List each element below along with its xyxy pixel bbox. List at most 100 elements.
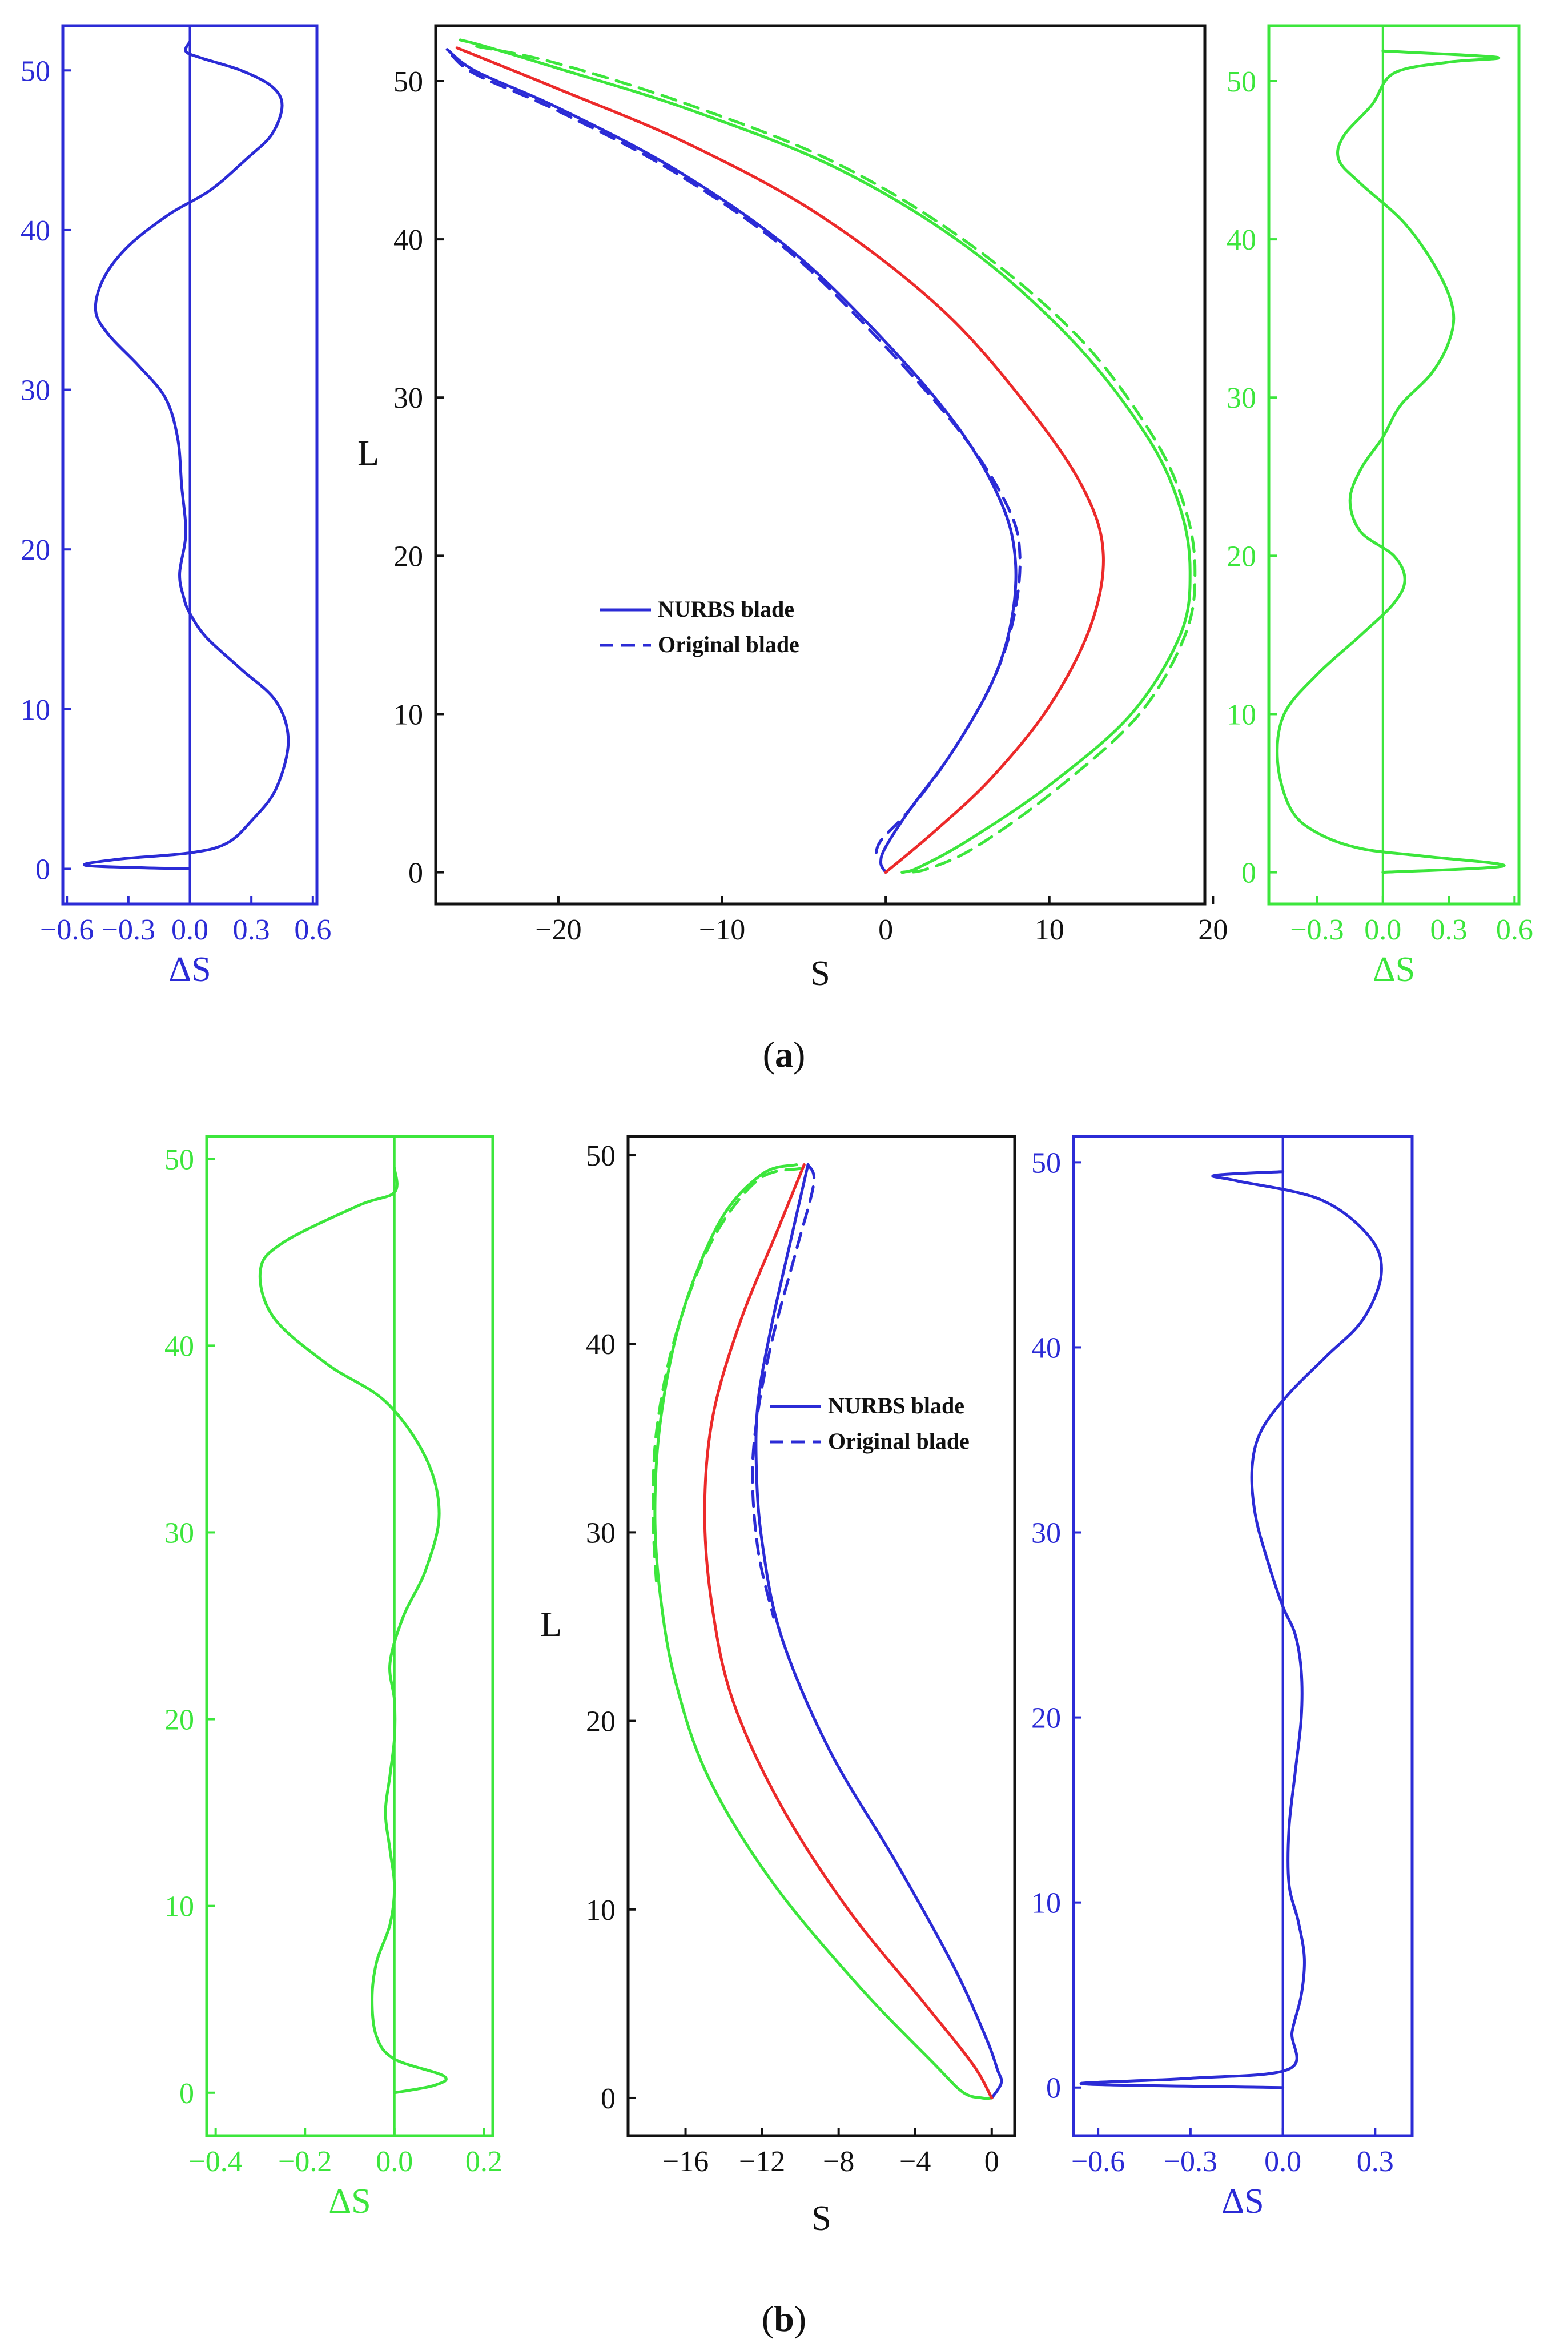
b-main-x-tick-label: −8 <box>823 2145 854 2178</box>
b-left-x-tick-label: 0.0 <box>376 2145 413 2178</box>
a-main-y-tick-label: 10 <box>393 698 423 731</box>
a-main-y-tick-label: 20 <box>393 540 423 573</box>
a-left-y-tick-label: 30 <box>21 375 50 407</box>
a-main-series-camber-line <box>455 46 1105 874</box>
b-right-x-axis-label: ΔS <box>1221 2182 1264 2221</box>
a-main-legend: NURBS blade Original blade <box>600 596 799 657</box>
a-right-x-tick-label: −0.3 <box>1290 914 1344 946</box>
a-left-series-group <box>83 40 290 870</box>
b-left-x-tick-label: 0.2 <box>465 2145 502 2178</box>
b-right-y-tick-label: 20 <box>1031 1702 1061 1735</box>
a-left-y-tick-label: 10 <box>21 694 50 726</box>
b-right-y-tick-label: 50 <box>1031 1147 1061 1179</box>
panel-label-b-close: ) <box>794 2298 806 2339</box>
a-main-x-tick-label: −10 <box>699 914 745 946</box>
panel-label-b: (b) <box>762 2298 806 2339</box>
a-main-series-original-blade-suction-side <box>475 45 1197 874</box>
panel-a-left-chart: −0.6 −0.3 0.0 0.3 0.6 0 10 20 30 40 50 ΔS <box>21 24 331 989</box>
a-main-y-tick-label: 0 <box>408 857 423 890</box>
b-main-series-nurbs-blade-suction-side <box>653 1163 994 2100</box>
b-right-plot-frame <box>1072 1135 1414 2137</box>
b-left-y-tick-label: 10 <box>164 1891 194 1923</box>
a-main-x-tick-label: 20 <box>1198 914 1228 946</box>
a-main-legend-label-original-blade: Original blade <box>658 632 799 657</box>
panel-a-main-chart: −20 −10 0 10 20 0 10 20 30 40 50 S L NURBS blade Origi… <box>357 24 1228 993</box>
b-left-x-axis-label: ΔS <box>328 2182 371 2221</box>
b-main-x-tick-label: −16 <box>662 2145 709 2178</box>
a-left-x-tick-label: 0.6 <box>294 914 331 946</box>
panel-label-b-letter: b <box>774 2298 794 2339</box>
b-right-y-tick-label: 10 <box>1031 1887 1061 1920</box>
a-right-series-group <box>1276 49 1506 874</box>
b-main-y-tick-label: 10 <box>586 1894 616 1927</box>
a-left-series-s <box>83 40 290 870</box>
a-right-y-tick-label: 30 <box>1227 382 1256 415</box>
b-left-series-group <box>258 1167 448 2095</box>
a-right-x-tick-label: 0.6 <box>1496 914 1533 946</box>
panel-a-right-chart: −0.3 0.0 0.3 0.6 0 10 20 30 40 50 ΔS <box>1227 24 1533 989</box>
b-left-y-tick-label: 40 <box>164 1330 194 1363</box>
a-right-x-tick-label: 0.0 <box>1364 914 1401 946</box>
a-left-y-tick-label: 50 <box>21 55 50 87</box>
b-main-y-axis-label: L <box>540 1605 562 1644</box>
a-right-y-tick-label: 40 <box>1227 224 1256 256</box>
a-main-y-tick-label: 50 <box>393 66 423 98</box>
b-main-y-tick-label: 30 <box>586 1517 616 1549</box>
a-main-plot-frame <box>434 24 1207 906</box>
a-right-y-tick-label: 0 <box>1241 857 1256 890</box>
b-left-y-tick-label: 50 <box>164 1143 194 1176</box>
b-main-legend-label-nurbs-blade: NURBS blade <box>828 1393 964 1418</box>
a-main-series-nurbs-blade-suction-side <box>459 38 1192 874</box>
a-main-y-axis-label: L <box>357 434 379 473</box>
b-left-series-s <box>258 1167 448 2095</box>
a-right-y-tick-label: 20 <box>1227 540 1256 573</box>
b-main-x-axis-label: S <box>811 2199 831 2238</box>
b-left-y-tick-label: 20 <box>164 1704 194 1737</box>
panel-b-right-chart: −0.6 −0.3 0.0 0.3 0 10 20 30 40 50 ΔS <box>1031 1135 1414 2221</box>
b-main-series-original-blade-pressure-side <box>751 1163 816 1619</box>
a-right-x-axis-label: ΔS <box>1373 950 1415 989</box>
b-right-series-s <box>1079 1170 1383 2089</box>
b-right-y-tick-label: 0 <box>1046 2072 1061 2105</box>
b-main-x-tick-label: −12 <box>739 2145 785 2178</box>
b-main-legend-label-original-blade: Original blade <box>828 1428 970 1454</box>
a-left-x-tick-label: −0.6 <box>40 914 94 946</box>
a-left-x-tick-label: 0.0 <box>171 914 208 946</box>
panel-b-main-chart: −16 −12 −8 −4 0 0 10 20 30 40 50 S L NURBS blade Origi… <box>540 1135 1016 2238</box>
panel-label-a-open: ( <box>763 1034 775 1075</box>
a-main-x-tick-label: 0 <box>878 914 893 946</box>
a-right-plot-frame <box>1267 24 1521 906</box>
panel-label-a-letter: a <box>775 1034 793 1075</box>
a-right-series-s <box>1276 49 1506 874</box>
b-left-x-tick-label: −0.2 <box>278 2145 332 2178</box>
b-right-x-tick-label: −0.6 <box>1071 2145 1125 2178</box>
a-left-x-axis-label: ΔS <box>168 950 211 989</box>
b-right-y-tick-label: 30 <box>1031 1517 1061 1550</box>
b-right-x-tick-label: 0.0 <box>1264 2145 1301 2178</box>
a-right-x-tick-label: 0.3 <box>1430 914 1468 946</box>
a-main-y-tick-label: 30 <box>393 382 423 415</box>
b-main-y-tick-label: 0 <box>601 2083 616 2115</box>
b-main-series-camber-line <box>703 1163 994 2100</box>
a-main-series-original-blade-pressure-side <box>451 54 1022 858</box>
a-right-y-tick-label: 50 <box>1227 66 1256 98</box>
b-right-y-tick-label: 40 <box>1031 1332 1061 1364</box>
a-left-x-tick-label: 0.3 <box>233 914 270 946</box>
b-left-plot-frame <box>205 1135 494 2137</box>
a-main-x-tick-label: −20 <box>535 914 581 946</box>
panel-label-b-open: ( <box>762 2298 774 2339</box>
a-main-series-group <box>445 38 1197 874</box>
b-main-plot-frame <box>626 1135 1016 2137</box>
b-main-x-tick-label: −4 <box>899 2145 931 2178</box>
b-main-y-tick-label: 40 <box>586 1328 616 1361</box>
a-left-y-tick-label: 20 <box>21 534 50 566</box>
b-left-y-tick-label: 30 <box>164 1517 194 1549</box>
a-left-y-tick-label: 40 <box>21 215 50 247</box>
a-main-series-nurbs-blade-pressure-side <box>445 48 1018 874</box>
b-left-y-tick-label: 0 <box>179 2077 194 2110</box>
a-main-x-tick-label: 10 <box>1035 914 1064 946</box>
a-main-y-tick-label: 40 <box>393 224 423 256</box>
b-main-y-tick-label: 20 <box>586 1706 616 1738</box>
panel-b-left-chart: −0.4 −0.2 0.0 0.2 0 10 20 30 40 50 ΔS <box>164 1135 502 2221</box>
